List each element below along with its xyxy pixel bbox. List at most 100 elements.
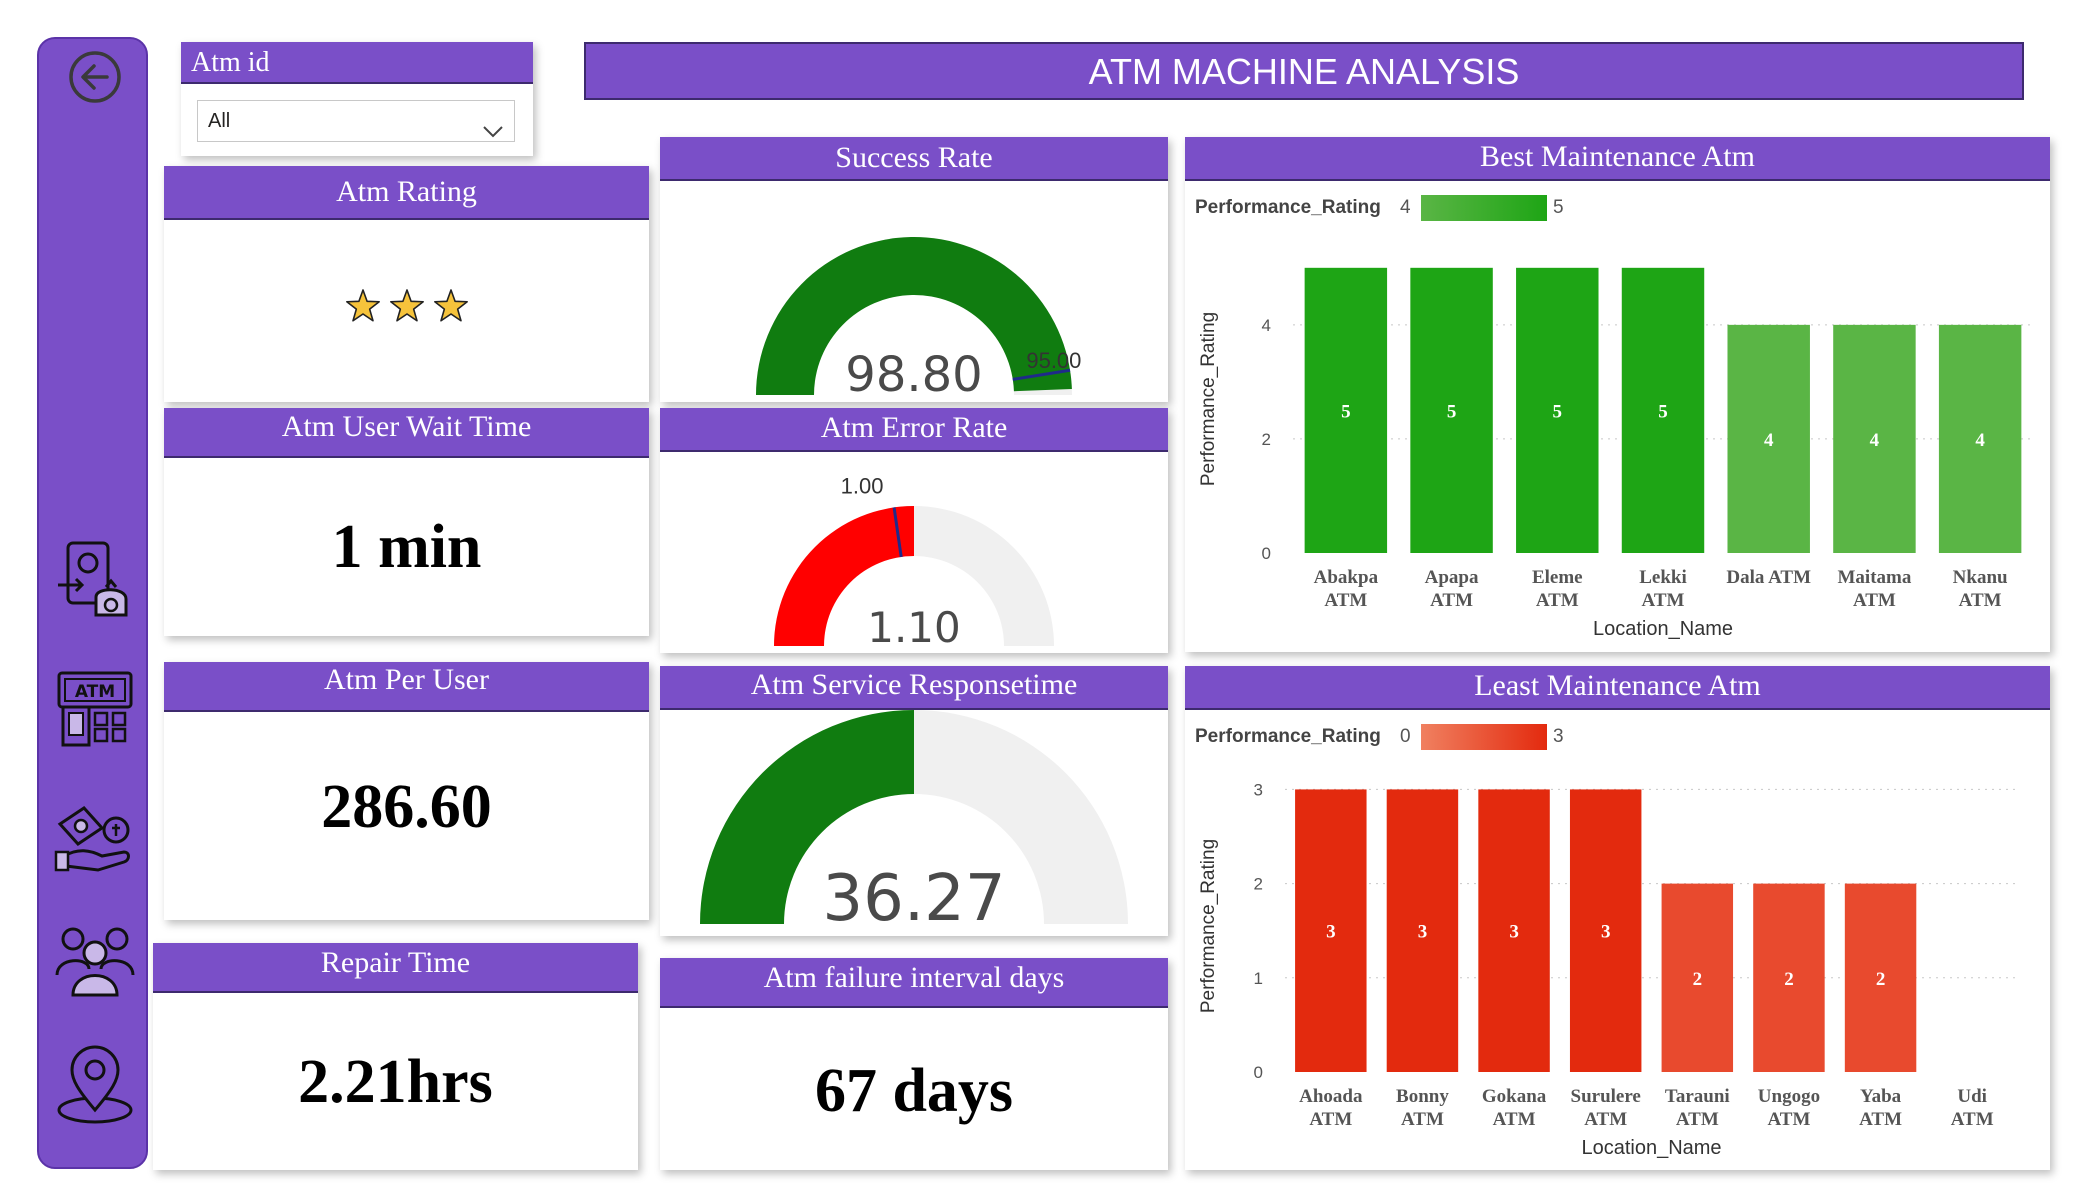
- best-data-label: 4: [1975, 430, 1985, 451]
- least-bar[interactable]: [1844, 883, 1917, 1072]
- dashboard-title: ATM MACHINE ANALYSIS: [584, 42, 2024, 100]
- dropdown-value: All: [208, 110, 231, 132]
- repair-time-value: 2.21hrs: [298, 1048, 493, 1116]
- success-rate-gauge-fill: [756, 236, 1072, 395]
- least-bar[interactable]: [1295, 789, 1367, 1072]
- least-bar[interactable]: [1569, 789, 1642, 1072]
- error-rate-gauge-fill: [774, 506, 914, 646]
- best-bar[interactable]: [1833, 324, 1916, 553]
- users-group-icon[interactable]: [39, 919, 150, 999]
- failure-interval-title: Atm failure interval days: [660, 958, 1168, 1008]
- best-data-label: 4: [1764, 430, 1774, 451]
- least-bar[interactable]: [1661, 883, 1734, 1072]
- atm-id-dropdown[interactable]: All: [197, 100, 515, 142]
- least-x-tick: Tarauni ATM: [1665, 1086, 1730, 1130]
- best-x-tick: Lekki ATM: [1639, 567, 1687, 611]
- least-data-label: 2: [1784, 969, 1794, 990]
- least-maintenance-chart: Performance_Rating 0 3 Performance_Rating 0 1…: [1195, 724, 2018, 1159]
- success-rate-gauge-target-line: [1012, 368, 1071, 381]
- least-y-tick: 0: [1254, 1063, 1263, 1082]
- least-x-tick: Yaba ATM: [1859, 1086, 1902, 1130]
- least-x-tick: Gokana ATM: [1482, 1086, 1547, 1130]
- least-bar[interactable]: [1386, 789, 1459, 1072]
- best-maintenance-chart: Performance_Rating 4 5 Performance_Rating 0 2…: [1195, 195, 2033, 640]
- response-time-card: Atm Service Responsetime 36.27: [660, 666, 1168, 936]
- best-bar[interactable]: [1516, 267, 1599, 553]
- least-legend-min: 0: [1400, 726, 1411, 747]
- error-rate-gauge-value: 1.10: [867, 603, 961, 652]
- stars-svg: [345, 289, 468, 322]
- error-rate-gauge-target-label: 1.00: [841, 474, 884, 499]
- response-time-gauge-fill: [700, 710, 914, 924]
- least-data-label: 2: [1876, 969, 1886, 990]
- best-legend-min: 4: [1400, 197, 1411, 218]
- least-x-tick: Ahoada ATM: [1299, 1086, 1363, 1130]
- per-user-card: Atm Per User 286.60: [164, 662, 649, 920]
- best-data-label: 5: [1658, 401, 1668, 422]
- success-rate-gauge-target-label: 95.00: [1026, 348, 1081, 373]
- least-bar[interactable]: [1753, 883, 1825, 1072]
- chevron-down-icon: [482, 113, 504, 153]
- response-time-gauge: 36.27: [700, 710, 1128, 936]
- best-x-axis-label: Location_Name: [1593, 618, 1733, 640]
- back-arrow-icon[interactable]: [39, 49, 150, 105]
- best-bar[interactable]: [1621, 267, 1705, 553]
- repair-time-card: Repair Time 2.21hrs: [153, 943, 638, 1170]
- best-x-tick: Abakpa ATM: [1314, 567, 1379, 611]
- least-data-label: 2: [1693, 969, 1703, 990]
- least-x-tick: Ungogo ATM: [1758, 1086, 1820, 1130]
- atm-rating-title: Atm Rating: [164, 166, 649, 220]
- best-data-label: 5: [1553, 401, 1563, 422]
- least-data-label: 3: [1601, 922, 1611, 943]
- error-rate-card: Atm Error Rate 1.00 1.10: [660, 408, 1168, 653]
- cash-hand-icon[interactable]: [39, 794, 150, 874]
- best-maintenance-title: Best Maintenance Atm: [1185, 137, 2050, 181]
- best-legend-gradient: [1421, 195, 1547, 221]
- star-icon: [433, 289, 468, 322]
- atm-machine-icon[interactable]: ATM: [39, 669, 150, 749]
- success-rate-gauge-value: 98.80: [845, 347, 982, 402]
- least-legend-max: 3: [1553, 726, 1564, 747]
- best-bar[interactable]: [1304, 267, 1388, 553]
- best-bar[interactable]: [1410, 267, 1493, 553]
- best-y-tick: 0: [1262, 544, 1271, 563]
- best-legend-label: Performance_Rating: [1195, 197, 1381, 218]
- least-maintenance-card: Least Maintenance Atm Performance_Rating…: [1185, 666, 2050, 1170]
- least-data-label: 3: [1326, 922, 1336, 943]
- least-data-label: 3: [1509, 922, 1519, 943]
- best-legend-max: 5: [1553, 197, 1564, 218]
- wait-time-value: 1 min: [331, 513, 482, 581]
- wait-time-card: Atm User Wait Time 1 min: [164, 408, 649, 636]
- best-y-tick: 2: [1262, 430, 1271, 449]
- least-y-axis-label: Performance_Rating: [1198, 839, 1219, 1013]
- wait-time-title: Atm User Wait Time: [164, 408, 649, 458]
- best-maintenance-card: Best Maintenance Atm Performance_Rating 4…: [1185, 137, 2050, 652]
- least-legend-label: Performance_Rating: [1195, 726, 1381, 747]
- success-rate-card: Success Rate 95.00 98.80: [660, 137, 1168, 402]
- best-data-label: 4: [1870, 430, 1880, 451]
- failure-interval-value: 67 days: [814, 1057, 1014, 1125]
- sidebar: ATM: [37, 37, 148, 1169]
- success-rate-gauge: 95.00 98.80: [756, 236, 1081, 402]
- least-x-tick: Surulere ATM: [1571, 1086, 1641, 1130]
- best-data-label: 5: [1447, 401, 1457, 422]
- star-icon: [389, 289, 424, 322]
- least-y-tick: 3: [1254, 780, 1263, 799]
- best-bar[interactable]: [1727, 324, 1810, 553]
- success-rate-title: Success Rate: [660, 137, 1168, 181]
- response-time-gauge-value: 36.27: [822, 862, 1005, 936]
- least-data-label: 3: [1418, 922, 1428, 943]
- error-rate-gauge-target-line: [892, 507, 903, 558]
- money-transfer-icon[interactable]: [39, 539, 150, 623]
- response-time-title: Atm Service Responsetime: [660, 666, 1168, 710]
- least-y-tick: 2: [1254, 875, 1263, 894]
- location-pin-icon[interactable]: [39, 1044, 150, 1126]
- least-bar[interactable]: [1478, 789, 1550, 1072]
- best-y-axis-label: Performance_Rating: [1198, 312, 1219, 486]
- error-rate-gauge: 1.00 1.10: [774, 474, 1054, 652]
- best-bar[interactable]: [1938, 324, 2022, 553]
- least-x-tick: Bonny ATM: [1396, 1086, 1449, 1130]
- failure-interval-card: Atm failure interval days 67 days: [660, 958, 1168, 1170]
- least-maintenance-title: Least Maintenance Atm: [1185, 666, 2050, 710]
- best-x-tick: Apapa ATM: [1425, 567, 1479, 611]
